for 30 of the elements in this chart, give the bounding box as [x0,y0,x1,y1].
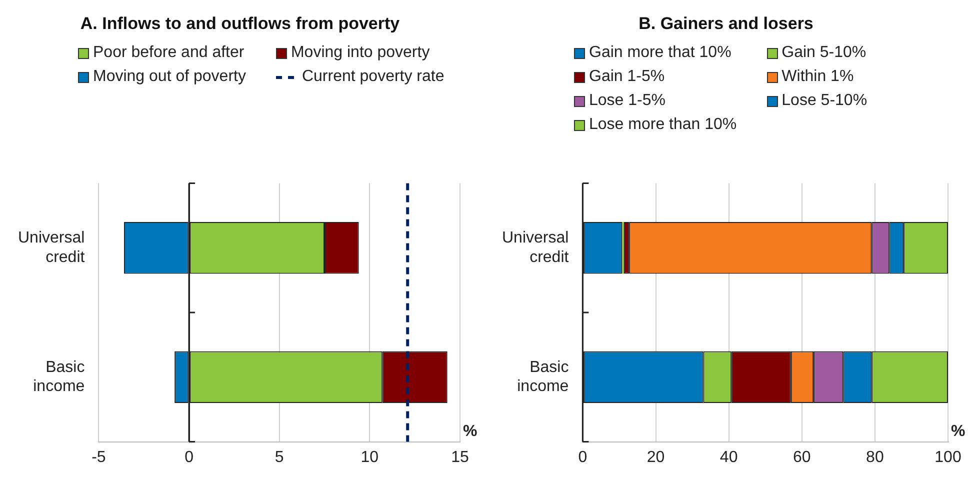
x-tick-label: 100 [934,448,962,466]
legend-label: Moving out of poverty [93,68,246,86]
x-tick-label: -5 [92,448,106,466]
x-tick-label: 80 [866,448,884,466]
x-axis-title: % [463,423,478,440]
y-tick-label: Basic income [517,358,569,396]
y-tick-label: Basic income [33,358,85,396]
x-tick-label: 60 [792,448,811,466]
legend-label: Current poverty rate [302,68,444,86]
x-tick-label: 5 [274,448,284,466]
legend-label: Gain more that 10% [589,44,732,62]
legend-label: Gain 5-10% [782,44,866,62]
legend-label: Within 1% [782,68,854,86]
x-tick-label: 40 [720,448,738,466]
legend-label: Gain 1-5% [589,68,665,86]
legend-label: Poor before and after [93,44,244,62]
legend-label: Moving into poverty [290,44,430,62]
legend-label: Lose 1-5% [589,92,666,110]
chart-title: A. Inflows to and outflows from poverty [79,14,401,34]
chart-title: B. Gainers and losers [638,14,814,34]
x-axis-title: % [951,423,966,440]
legend-label: Lose more than 10% [589,116,737,134]
x-tick-label: 10 [360,448,379,466]
x-tick-label: 0 [578,448,588,466]
legend-label: Lose 5-10% [782,92,868,110]
x-tick-label: 0 [184,448,194,466]
x-tick-label: 20 [646,448,665,466]
x-tick-label: 15 [451,448,469,466]
y-tick-label: Universal credit [18,230,86,266]
y-tick-label: Universal credit [502,230,570,266]
